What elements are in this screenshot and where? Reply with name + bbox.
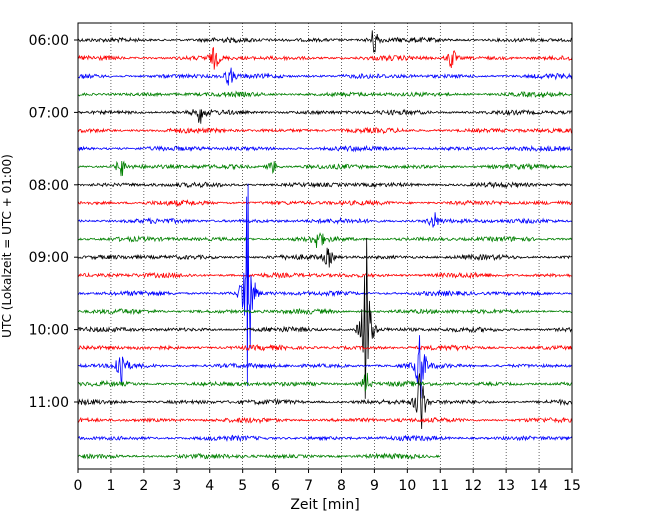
trace-line (77, 108, 573, 124)
trace-line (77, 183, 573, 387)
trace-line (77, 373, 573, 429)
trace-line (77, 372, 573, 392)
trace-line (77, 67, 573, 86)
trace-line (77, 434, 573, 443)
trace-line (77, 181, 573, 189)
x-tick-label: 5 (238, 478, 247, 494)
x-axis-ticks: 0 1 2 3 4 5 6 7 8 9 10 11 12 13 14 15 (74, 469, 581, 494)
y-tick-label: 09:00 (29, 250, 69, 266)
y-tick-label: 11:00 (29, 395, 69, 411)
y-tick-label: 08:00 (29, 178, 69, 194)
trace-line (77, 47, 573, 70)
trace-line (77, 30, 573, 53)
x-tick-label: 14 (530, 478, 548, 494)
y-axis-ticks: 06:00 07:00 08:00 09:00 10:00 11:00 (29, 33, 78, 411)
x-tick-label: 4 (205, 478, 214, 494)
trace-line (77, 160, 573, 177)
trace-line (77, 416, 573, 425)
plot-frame (77, 22, 573, 470)
x-tick-label: 0 (74, 478, 83, 494)
x-tick-label: 11 (431, 478, 449, 494)
trace-line (77, 126, 573, 135)
x-tick-label: 15 (563, 478, 581, 494)
trace-line (77, 198, 573, 207)
y-tick-label: 07:00 (29, 105, 69, 121)
trace-line (77, 343, 573, 352)
grid-lines (110, 23, 540, 469)
trace-line (77, 247, 573, 268)
y-tick-label: 10:00 (29, 323, 69, 339)
trace-series (77, 30, 573, 460)
x-tick-label: 8 (337, 478, 346, 494)
trace-line (77, 212, 573, 228)
x-tick-label: 10 (398, 478, 416, 494)
y-axis-title: UTC (Lokalzeit = UTC + 01:00) (0, 154, 14, 338)
trace-line (77, 335, 573, 399)
x-tick-label: 2 (139, 478, 148, 494)
trace-line (77, 237, 573, 399)
trace-line (77, 90, 573, 99)
trace-line (77, 452, 441, 460)
x-tick-label: 12 (464, 478, 482, 494)
trace-line (78, 307, 573, 316)
x-tick-label: 1 (106, 478, 115, 494)
x-tick-label: 13 (497, 478, 515, 494)
x-tick-label: 9 (370, 478, 379, 494)
y-tick-label: 06:00 (29, 33, 69, 49)
x-tick-label: 3 (172, 478, 181, 494)
x-tick-label: 6 (271, 478, 280, 494)
trace-line (77, 232, 573, 248)
trace-line (77, 144, 573, 153)
trace-line (77, 271, 573, 280)
x-axis-title: Zeit [min] (290, 497, 359, 513)
x-tick-label: 7 (304, 478, 313, 494)
